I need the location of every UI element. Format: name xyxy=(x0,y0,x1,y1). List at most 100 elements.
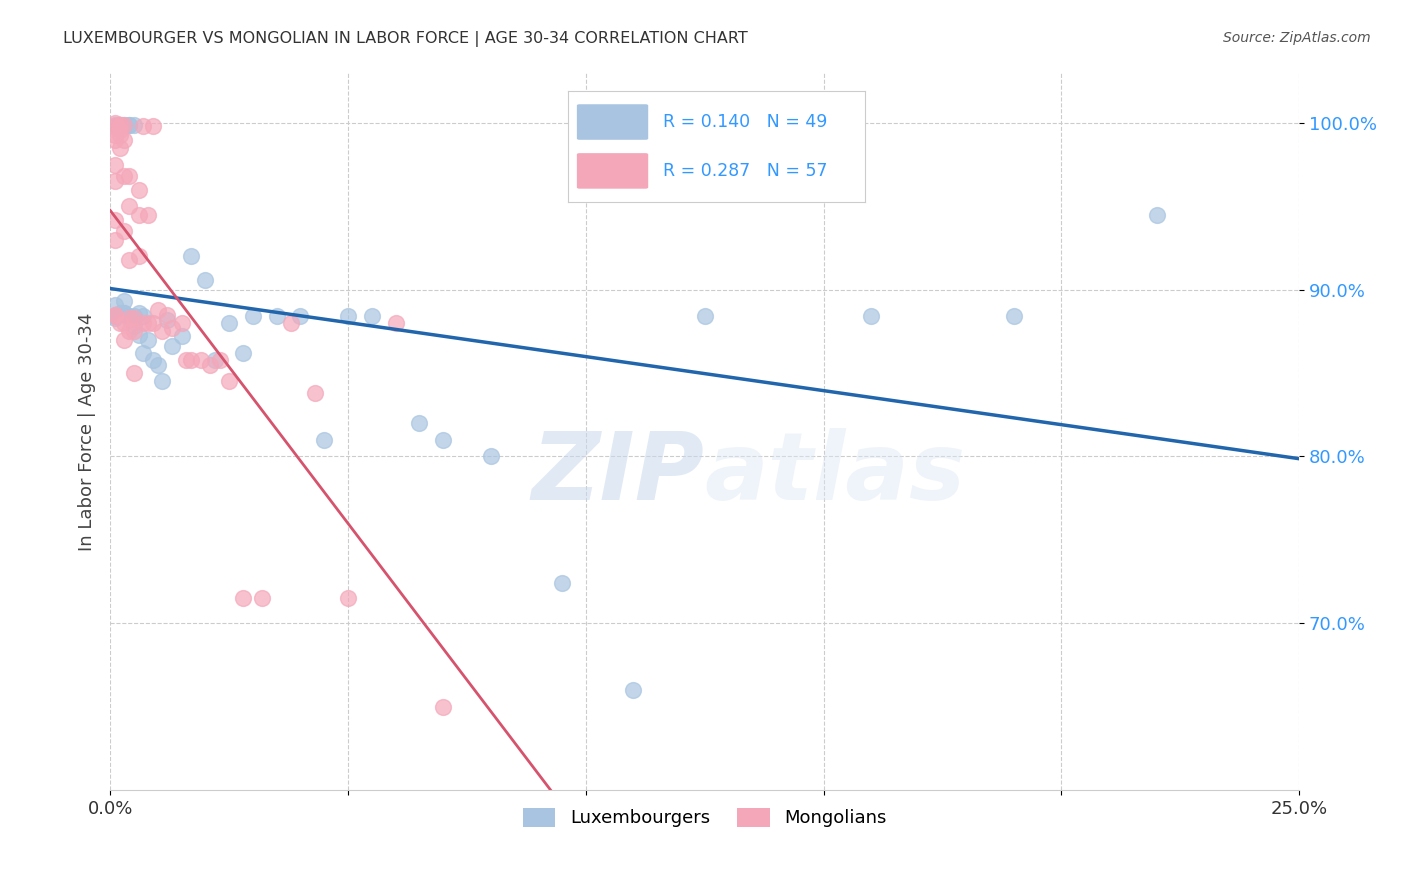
Point xyxy=(160,339,183,353)
Point xyxy=(266,310,288,324)
Point xyxy=(104,212,127,227)
Point xyxy=(479,450,502,464)
Point xyxy=(108,122,131,136)
Text: atlas: atlas xyxy=(704,428,966,520)
Point xyxy=(112,294,135,309)
Point xyxy=(112,333,135,347)
Point xyxy=(204,352,226,367)
Point xyxy=(304,386,326,401)
Point xyxy=(118,252,141,267)
Point xyxy=(112,306,135,320)
Point xyxy=(108,118,131,132)
Point xyxy=(118,118,141,132)
Point xyxy=(104,158,127,172)
Point xyxy=(170,316,193,330)
Point xyxy=(104,120,127,134)
Point xyxy=(108,118,131,132)
Point xyxy=(112,316,135,330)
Point xyxy=(156,312,179,326)
Point xyxy=(104,298,127,312)
Point xyxy=(432,699,454,714)
Point xyxy=(122,311,145,326)
Point xyxy=(314,433,336,447)
Legend: Luxembourgers, Mongolians: Luxembourgers, Mongolians xyxy=(516,801,894,835)
Point xyxy=(108,118,131,132)
Point xyxy=(118,169,141,184)
Point xyxy=(122,325,145,339)
Point xyxy=(132,310,155,324)
Point xyxy=(551,576,574,591)
Point xyxy=(132,346,155,360)
Point xyxy=(142,120,165,134)
Point xyxy=(104,118,127,132)
Text: LUXEMBOURGER VS MONGOLIAN IN LABOR FORCE | AGE 30-34 CORRELATION CHART: LUXEMBOURGER VS MONGOLIAN IN LABOR FORCE… xyxy=(63,31,748,47)
Point xyxy=(232,591,254,606)
Point xyxy=(118,311,141,326)
Point xyxy=(112,169,135,184)
Point xyxy=(118,325,141,339)
Point xyxy=(218,375,240,389)
Point xyxy=(118,118,141,132)
Point xyxy=(132,316,155,330)
Point xyxy=(146,302,169,317)
Point xyxy=(218,316,240,330)
Point xyxy=(156,308,179,322)
Point xyxy=(104,311,127,326)
Point xyxy=(336,591,359,606)
Point xyxy=(280,316,302,330)
Point xyxy=(104,308,127,322)
Point xyxy=(104,133,127,147)
Point xyxy=(174,352,197,367)
Point xyxy=(180,249,202,263)
Point xyxy=(170,329,193,343)
Y-axis label: In Labor Force | Age 30-34: In Labor Force | Age 30-34 xyxy=(79,312,96,550)
Point xyxy=(112,118,135,132)
Point xyxy=(112,224,135,238)
Point xyxy=(142,352,165,367)
Point xyxy=(128,249,150,263)
Point xyxy=(360,310,382,324)
Point xyxy=(232,346,254,360)
Point xyxy=(104,308,127,322)
Point xyxy=(104,174,127,188)
Point xyxy=(142,316,165,330)
Point xyxy=(136,333,159,347)
Point xyxy=(104,233,127,247)
Point xyxy=(104,310,127,324)
Point xyxy=(128,208,150,222)
Point xyxy=(136,208,159,222)
Text: Source: ZipAtlas.com: Source: ZipAtlas.com xyxy=(1223,31,1371,45)
Point xyxy=(860,310,883,324)
Point xyxy=(152,375,174,389)
Point xyxy=(432,433,454,447)
Point xyxy=(122,366,145,380)
Point xyxy=(190,352,212,367)
Point xyxy=(198,358,221,372)
Point xyxy=(242,310,264,324)
Point xyxy=(132,120,155,134)
Point xyxy=(108,141,131,155)
Point xyxy=(128,306,150,320)
Point xyxy=(122,310,145,324)
Point xyxy=(118,310,141,324)
Point xyxy=(108,128,131,142)
Point xyxy=(208,352,231,367)
Point xyxy=(122,118,145,132)
Point xyxy=(128,183,150,197)
Point xyxy=(104,116,127,130)
Point xyxy=(160,321,183,335)
Point xyxy=(112,306,135,320)
Point xyxy=(336,310,359,324)
Point xyxy=(108,118,131,132)
Point xyxy=(108,306,131,320)
Point xyxy=(112,118,135,132)
Point xyxy=(118,199,141,213)
Point xyxy=(194,273,217,287)
Point xyxy=(122,319,145,334)
Point xyxy=(384,316,406,330)
Point xyxy=(108,316,131,330)
Point xyxy=(146,358,169,372)
Point xyxy=(180,352,202,367)
Point xyxy=(621,682,644,697)
Text: ZIP: ZIP xyxy=(531,428,704,520)
